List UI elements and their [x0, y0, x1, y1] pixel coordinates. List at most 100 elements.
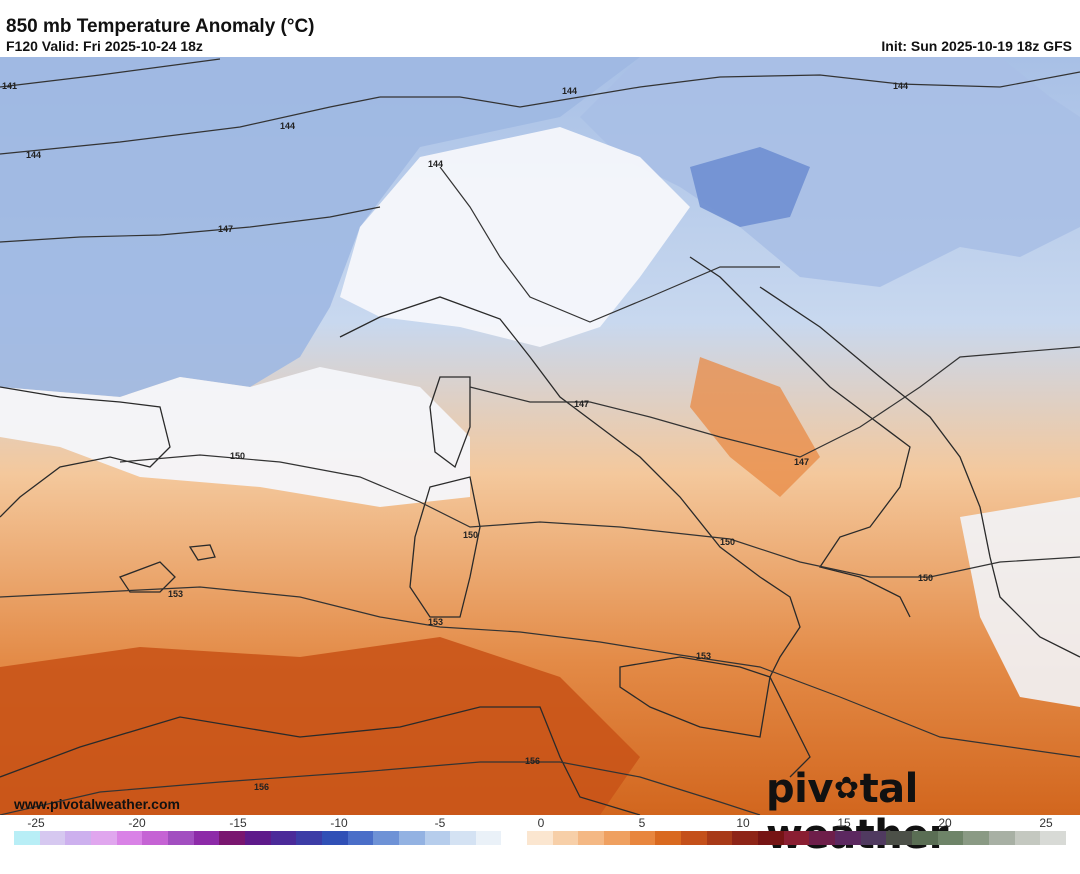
- colorbar-swatch: [398, 831, 425, 845]
- contour-label: 144: [562, 86, 577, 96]
- colorbar-swatch: [911, 831, 938, 845]
- colorbar-swatch: [193, 831, 220, 845]
- colorbar-swatch: [988, 831, 1015, 845]
- colorbar-swatch: [1014, 831, 1041, 845]
- colorbar-swatch: [270, 831, 297, 845]
- colorbar-swatch: [527, 831, 553, 845]
- contour-label: 141: [2, 81, 17, 91]
- contour-label: 147: [794, 457, 809, 467]
- contour-150: [119, 454, 1080, 578]
- contour-label: 144: [26, 150, 41, 160]
- colorbar-tick-label: 10: [736, 816, 750, 830]
- contour-label: 144: [280, 121, 295, 131]
- colorbar-swatch: [167, 831, 194, 845]
- colorbar-swatch: [886, 831, 912, 845]
- contour-144-west: [0, 96, 381, 155]
- contour-label: 150: [918, 573, 933, 583]
- contour-147: [0, 206, 1080, 458]
- colorbar-swatch: [116, 831, 143, 845]
- height-contours: [0, 58, 1080, 815]
- cold-anomaly-region-east: [580, 57, 1080, 287]
- colorbar-tick-label: -15: [229, 816, 247, 830]
- contour-label: 153: [168, 589, 183, 599]
- colorbar-swatch: [860, 831, 887, 845]
- colorbar-swatch: [475, 831, 502, 845]
- colorbar-swatch: [706, 831, 733, 845]
- contour-153: [0, 586, 1080, 758]
- contour-label: 150: [463, 530, 478, 540]
- colorbar-tick-label: 15: [837, 816, 851, 830]
- colorbar: [14, 831, 1066, 845]
- colorbar-tick-label: 5: [638, 816, 646, 830]
- colorbar-swatch: [1040, 831, 1066, 845]
- neutral-band-north: [340, 127, 690, 347]
- colorbar-tick-label: -5: [434, 816, 446, 830]
- colorbar-tick-label: 20: [938, 816, 952, 830]
- contour-label: 156: [525, 756, 540, 766]
- balearic-islands: [119, 544, 216, 593]
- italy-coastline: [339, 256, 911, 778]
- corsica-coastline: [429, 376, 471, 469]
- colorbar-swatch: [552, 831, 579, 845]
- france-spain-coastline: [0, 386, 171, 518]
- contour-label: 150: [720, 537, 735, 547]
- gear-icon: ✿: [833, 771, 859, 806]
- colorbar-swatch: [578, 831, 605, 845]
- colorbar-swatch: [244, 831, 271, 845]
- contour-label: 144: [893, 81, 908, 91]
- strong-cold-core: [690, 147, 810, 227]
- colorbar-tick-labels: -25 -20 -15 -10 -5 0 5 10 15 20 25: [0, 816, 1080, 830]
- colorbar-swatch: [501, 831, 528, 845]
- contour-label: 153: [428, 617, 443, 627]
- colorbar-swatch: [219, 831, 245, 845]
- colorbar-swatch: [604, 831, 630, 845]
- colorbar-swatch: [629, 831, 656, 845]
- colorbar-swatch: [835, 831, 861, 845]
- colorbar-swatch: [809, 831, 835, 845]
- colorbar-swatch: [732, 831, 759, 845]
- colorbar-swatch: [450, 831, 476, 845]
- north-africa-coastline: [0, 706, 641, 815]
- map-title: 850 mb Temperature Anomaly (°C): [6, 16, 315, 37]
- colorbar-swatch: [758, 831, 784, 845]
- init-time: Init: Sun 2025-10-19 18z GFS: [881, 38, 1072, 54]
- colorbar-tick-label: -25: [27, 816, 45, 830]
- sardinia-coastline: [409, 476, 481, 618]
- brand-text-pre: piv: [766, 766, 833, 812]
- contour-141: [0, 58, 221, 88]
- colorbar-swatch: [783, 831, 810, 845]
- colorbar-swatch: [655, 831, 682, 845]
- colorbar-swatch: [296, 831, 322, 845]
- colorbar-swatch: [65, 831, 91, 845]
- contour-labels: 141 144 144 144 144 144 147 147 147 150 …: [2, 81, 933, 792]
- cold-anomaly-region: [0, 57, 640, 397]
- warm-core-south: [0, 637, 640, 815]
- colorbar-swatch: [424, 831, 451, 845]
- sicily-coastline: [619, 656, 771, 738]
- source-url: www.pivotalweather.com: [14, 796, 180, 812]
- contour-144-north: [380, 71, 1080, 108]
- colorbar-swatch: [963, 831, 989, 845]
- colorbar-swatch: [681, 831, 707, 845]
- contour-label: 150: [230, 451, 245, 461]
- contour-label: 147: [574, 399, 589, 409]
- colorbar-tick-label: 0: [537, 816, 545, 830]
- contour-144-italy: [439, 166, 780, 323]
- colorbar-swatch: [14, 831, 40, 845]
- balkan-coastline: [759, 286, 1080, 658]
- contour-156: [0, 761, 761, 815]
- colorbar-swatch: [347, 831, 374, 845]
- colorbar-swatch: [39, 831, 66, 845]
- colorbar-tick-label: 25: [1039, 816, 1053, 830]
- valid-time: F120 Valid: Fri 2025-10-24 18z: [6, 38, 203, 54]
- contour-label: 153: [696, 651, 711, 661]
- colorbar-swatch: [321, 831, 348, 845]
- contour-label: 156: [254, 782, 269, 792]
- anomaly-map: 141 144 144 144 144 144 147 147 147 150 …: [0, 57, 1080, 815]
- colorbar-tick-label: -10: [330, 816, 348, 830]
- colorbar-swatch: [373, 831, 399, 845]
- colorbar-swatch: [90, 831, 117, 845]
- contour-label: 144: [428, 159, 443, 169]
- warm-core-italy: [690, 357, 820, 497]
- neutral-band-east: [960, 497, 1080, 707]
